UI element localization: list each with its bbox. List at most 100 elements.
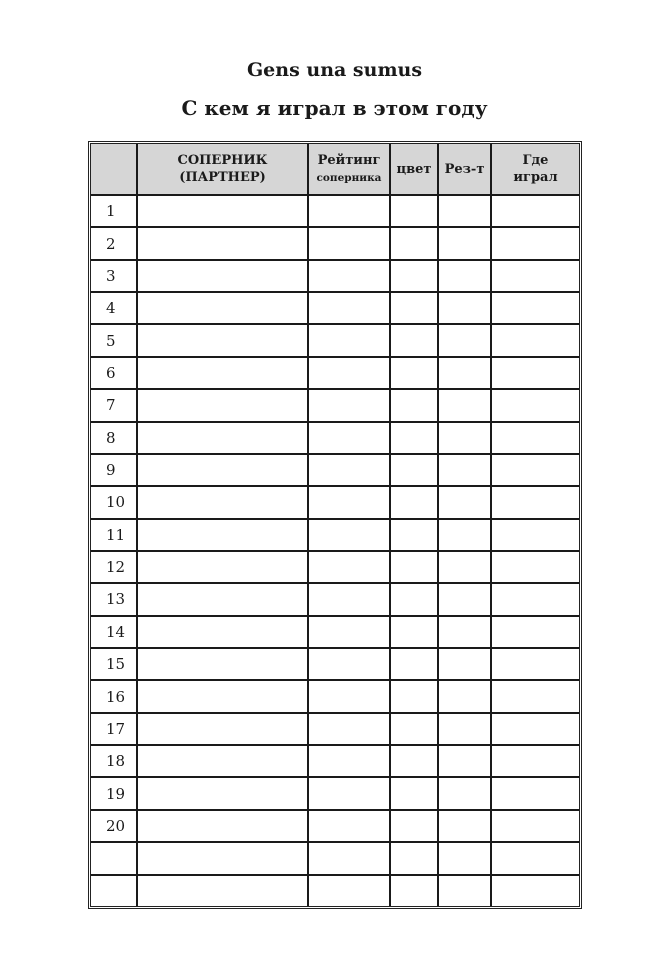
place-cell[interactable] — [490, 549, 579, 585]
rating-cell[interactable] — [307, 517, 391, 552]
color-cell[interactable] — [389, 679, 439, 714]
place-cell[interactable] — [490, 808, 579, 844]
result-cell[interactable] — [437, 873, 492, 906]
place-cell[interactable] — [490, 517, 579, 552]
result-cell[interactable] — [437, 582, 492, 617]
rating-cell[interactable] — [307, 549, 391, 585]
place-cell[interactable] — [490, 193, 579, 229]
opponent-cell[interactable] — [136, 388, 309, 423]
opponent-cell[interactable] — [136, 291, 309, 326]
place-cell[interactable] — [490, 452, 579, 488]
place-cell[interactable] — [490, 679, 579, 714]
opponent-cell[interactable] — [136, 808, 309, 844]
rating-cell[interactable] — [307, 873, 391, 906]
result-cell[interactable] — [437, 193, 492, 229]
opponent-cell[interactable] — [136, 517, 309, 552]
opponent-cell[interactable] — [136, 549, 309, 585]
result-cell[interactable] — [437, 679, 492, 714]
rating-cell[interactable] — [307, 226, 391, 261]
color-cell[interactable] — [389, 420, 439, 455]
rating-cell[interactable] — [307, 485, 391, 520]
color-cell[interactable] — [389, 614, 439, 650]
color-cell[interactable] — [389, 291, 439, 326]
rating-cell[interactable] — [307, 808, 391, 844]
opponent-cell[interactable] — [136, 744, 309, 779]
color-cell[interactable] — [389, 258, 439, 294]
color-cell[interactable] — [389, 776, 439, 811]
result-cell[interactable] — [437, 258, 492, 294]
opponent-cell[interactable] — [136, 226, 309, 261]
result-cell[interactable] — [437, 226, 492, 261]
result-cell[interactable] — [437, 614, 492, 650]
result-cell[interactable] — [437, 485, 492, 520]
rating-cell[interactable] — [307, 323, 391, 358]
opponent-cell[interactable] — [136, 420, 309, 455]
color-cell[interactable] — [389, 323, 439, 358]
rating-cell[interactable] — [307, 355, 391, 391]
place-cell[interactable] — [490, 647, 579, 682]
color-cell[interactable] — [389, 549, 439, 585]
color-cell[interactable] — [389, 711, 439, 747]
place-cell[interactable] — [490, 614, 579, 650]
opponent-cell[interactable] — [136, 485, 309, 520]
result-cell[interactable] — [437, 323, 492, 358]
color-cell[interactable] — [389, 355, 439, 391]
result-cell[interactable] — [437, 291, 492, 326]
opponent-cell[interactable] — [136, 873, 309, 906]
color-cell[interactable] — [389, 841, 439, 876]
place-cell[interactable] — [490, 841, 579, 876]
opponent-cell[interactable] — [136, 711, 309, 747]
rating-cell[interactable] — [307, 291, 391, 326]
rating-cell[interactable] — [307, 679, 391, 714]
place-cell[interactable] — [490, 355, 579, 391]
result-cell[interactable] — [437, 452, 492, 488]
place-cell[interactable] — [490, 485, 579, 520]
place-cell[interactable] — [490, 744, 579, 779]
result-cell[interactable] — [437, 517, 492, 552]
place-cell[interactable] — [490, 258, 579, 294]
color-cell[interactable] — [389, 388, 439, 423]
result-cell[interactable] — [437, 420, 492, 455]
opponent-cell[interactable] — [136, 679, 309, 714]
rating-cell[interactable] — [307, 388, 391, 423]
color-cell[interactable] — [389, 452, 439, 488]
opponent-cell[interactable] — [136, 323, 309, 358]
result-cell[interactable] — [437, 711, 492, 747]
opponent-cell[interactable] — [136, 614, 309, 650]
color-cell[interactable] — [389, 582, 439, 617]
opponent-cell[interactable] — [136, 258, 309, 294]
place-cell[interactable] — [490, 323, 579, 358]
place-cell[interactable] — [490, 582, 579, 617]
result-cell[interactable] — [437, 355, 492, 391]
color-cell[interactable] — [389, 873, 439, 906]
color-cell[interactable] — [389, 647, 439, 682]
opponent-cell[interactable] — [136, 193, 309, 229]
opponent-cell[interactable] — [136, 355, 309, 391]
rating-cell[interactable] — [307, 420, 391, 455]
rating-cell[interactable] — [307, 258, 391, 294]
result-cell[interactable] — [437, 841, 492, 876]
result-cell[interactable] — [437, 647, 492, 682]
result-cell[interactable] — [437, 808, 492, 844]
opponent-cell[interactable] — [136, 452, 309, 488]
rating-cell[interactable] — [307, 744, 391, 779]
place-cell[interactable] — [490, 776, 579, 811]
rating-cell[interactable] — [307, 452, 391, 488]
color-cell[interactable] — [389, 485, 439, 520]
color-cell[interactable] — [389, 517, 439, 552]
rating-cell[interactable] — [307, 711, 391, 747]
place-cell[interactable] — [490, 388, 579, 423]
color-cell[interactable] — [389, 193, 439, 229]
place-cell[interactable] — [490, 420, 579, 455]
rating-cell[interactable] — [307, 614, 391, 650]
color-cell[interactable] — [389, 226, 439, 261]
rating-cell[interactable] — [307, 647, 391, 682]
rating-cell[interactable] — [307, 776, 391, 811]
result-cell[interactable] — [437, 744, 492, 779]
place-cell[interactable] — [490, 711, 579, 747]
result-cell[interactable] — [437, 549, 492, 585]
opponent-cell[interactable] — [136, 647, 309, 682]
color-cell[interactable] — [389, 744, 439, 779]
place-cell[interactable] — [490, 226, 579, 261]
place-cell[interactable] — [490, 291, 579, 326]
